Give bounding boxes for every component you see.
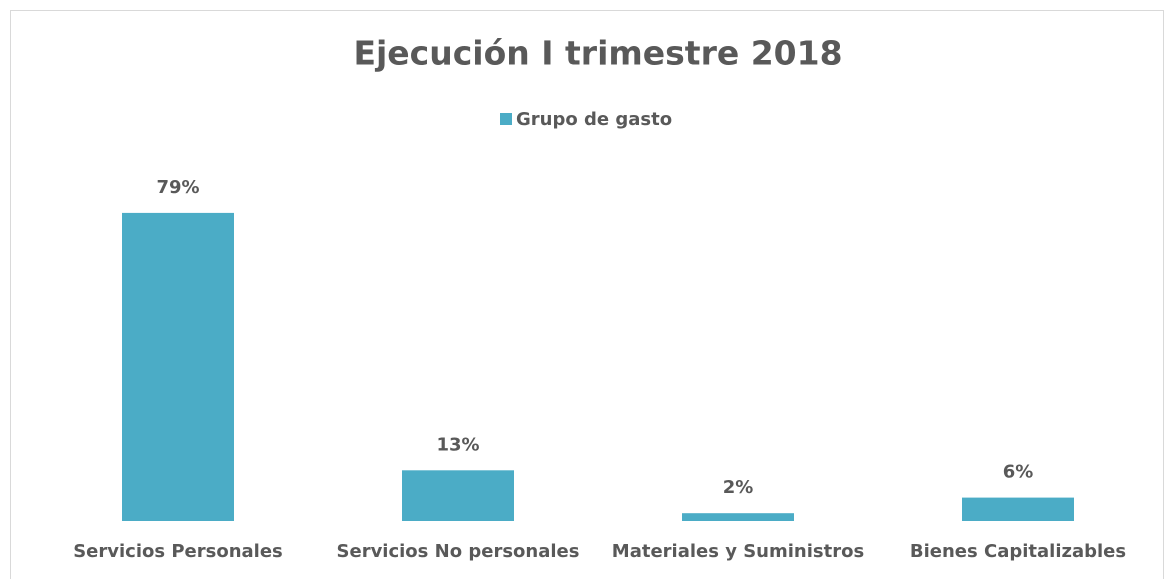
data-label: 13%	[436, 434, 479, 455]
bar	[682, 513, 794, 521]
x-tick-label: Materiales y Suministros	[612, 541, 864, 562]
legend-label: Grupo de gasto	[516, 109, 672, 130]
x-tick-label: Bienes Capitalizables	[910, 541, 1126, 562]
chart-title: Ejecución I trimestre 2018	[353, 34, 842, 73]
x-tick-label: Servicios Personales	[73, 541, 283, 562]
bar	[402, 470, 514, 521]
data-label: 6%	[1003, 462, 1034, 483]
bar	[962, 497, 1074, 521]
data-label: 79%	[156, 177, 199, 198]
legend-swatch	[500, 113, 512, 125]
x-tick-label: Servicios No personales	[337, 541, 580, 562]
bar	[122, 212, 234, 521]
data-label: 2%	[723, 477, 754, 498]
